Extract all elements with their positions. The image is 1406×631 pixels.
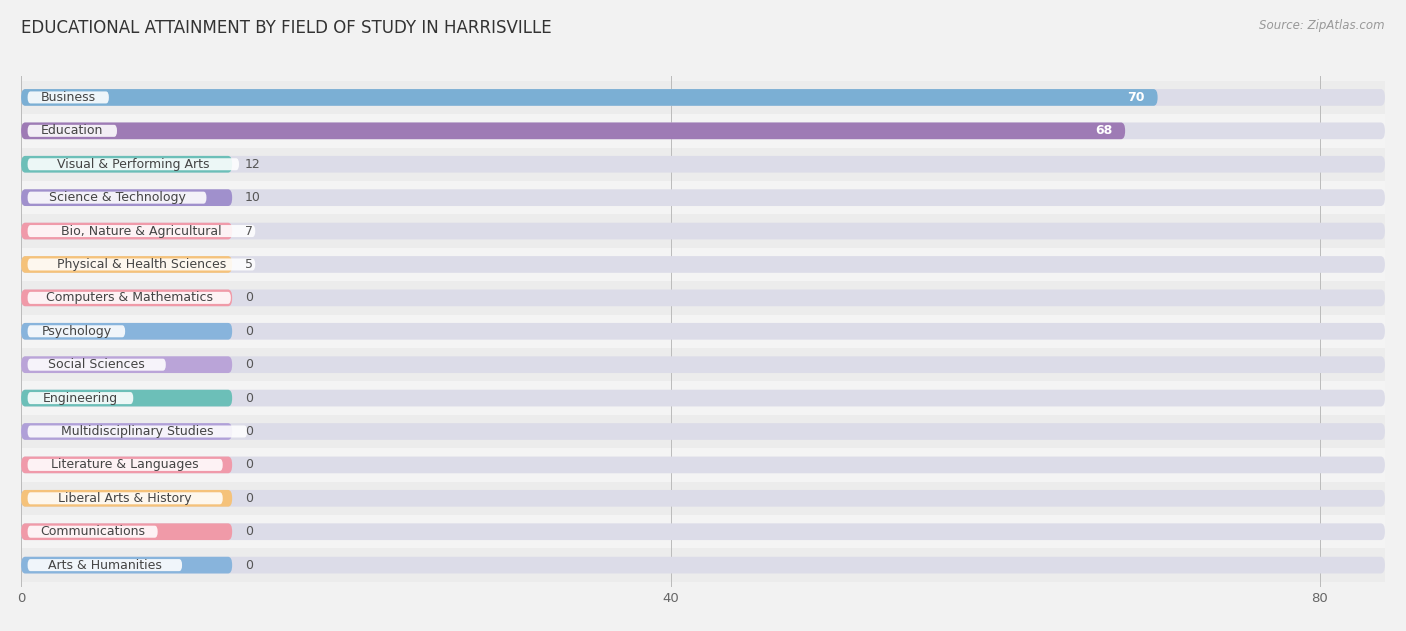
Text: Literature & Languages: Literature & Languages: [52, 458, 200, 471]
FancyBboxPatch shape: [28, 492, 222, 504]
Text: Source: ZipAtlas.com: Source: ZipAtlas.com: [1260, 19, 1385, 32]
FancyBboxPatch shape: [21, 357, 1385, 373]
Text: Communications: Communications: [41, 525, 145, 538]
Text: Engineering: Engineering: [42, 392, 118, 404]
FancyBboxPatch shape: [4, 248, 1402, 281]
FancyBboxPatch shape: [4, 281, 1402, 315]
FancyBboxPatch shape: [4, 148, 1402, 181]
Text: 0: 0: [245, 425, 253, 438]
Text: 68: 68: [1095, 124, 1112, 138]
Text: 0: 0: [245, 292, 253, 304]
Text: 10: 10: [245, 191, 262, 204]
Text: Psychology: Psychology: [41, 325, 111, 338]
FancyBboxPatch shape: [28, 392, 134, 404]
FancyBboxPatch shape: [28, 259, 256, 271]
FancyBboxPatch shape: [21, 156, 232, 173]
FancyBboxPatch shape: [21, 523, 1385, 540]
FancyBboxPatch shape: [21, 156, 1385, 173]
FancyBboxPatch shape: [4, 515, 1402, 548]
FancyBboxPatch shape: [4, 448, 1402, 481]
FancyBboxPatch shape: [21, 89, 1157, 106]
Text: 12: 12: [245, 158, 262, 171]
Text: 0: 0: [245, 458, 253, 471]
Text: 7: 7: [245, 225, 253, 237]
FancyBboxPatch shape: [21, 557, 1385, 574]
FancyBboxPatch shape: [4, 215, 1402, 248]
FancyBboxPatch shape: [28, 292, 231, 304]
FancyBboxPatch shape: [21, 290, 232, 306]
FancyBboxPatch shape: [28, 358, 166, 370]
FancyBboxPatch shape: [21, 223, 232, 239]
FancyBboxPatch shape: [21, 357, 232, 373]
FancyBboxPatch shape: [28, 559, 181, 571]
FancyBboxPatch shape: [28, 192, 207, 204]
Text: EDUCATIONAL ATTAINMENT BY FIELD OF STUDY IN HARRISVILLE: EDUCATIONAL ATTAINMENT BY FIELD OF STUDY…: [21, 19, 551, 37]
Text: 0: 0: [245, 492, 253, 505]
FancyBboxPatch shape: [21, 490, 1385, 507]
FancyBboxPatch shape: [4, 81, 1402, 114]
FancyBboxPatch shape: [21, 256, 1385, 273]
Text: 0: 0: [245, 325, 253, 338]
FancyBboxPatch shape: [21, 89, 1385, 106]
FancyBboxPatch shape: [21, 323, 232, 339]
FancyBboxPatch shape: [4, 548, 1402, 582]
FancyBboxPatch shape: [21, 523, 232, 540]
Text: Bio, Nature & Agricultural: Bio, Nature & Agricultural: [60, 225, 222, 237]
Text: Multidisciplinary Studies: Multidisciplinary Studies: [60, 425, 214, 438]
FancyBboxPatch shape: [4, 114, 1402, 148]
Text: Physical & Health Sciences: Physical & Health Sciences: [56, 258, 226, 271]
FancyBboxPatch shape: [21, 557, 232, 574]
Text: Visual & Performing Arts: Visual & Performing Arts: [58, 158, 209, 171]
FancyBboxPatch shape: [21, 490, 232, 507]
Text: Science & Technology: Science & Technology: [49, 191, 186, 204]
FancyBboxPatch shape: [21, 457, 232, 473]
Text: 70: 70: [1128, 91, 1144, 104]
Text: Social Sciences: Social Sciences: [48, 358, 145, 371]
FancyBboxPatch shape: [21, 256, 232, 273]
FancyBboxPatch shape: [28, 91, 108, 103]
FancyBboxPatch shape: [21, 457, 1385, 473]
FancyBboxPatch shape: [21, 122, 1385, 139]
Text: 0: 0: [245, 358, 253, 371]
FancyBboxPatch shape: [21, 290, 1385, 306]
Text: Business: Business: [41, 91, 96, 104]
FancyBboxPatch shape: [28, 526, 157, 538]
Text: 0: 0: [245, 392, 253, 404]
FancyBboxPatch shape: [4, 181, 1402, 215]
Text: Liberal Arts & History: Liberal Arts & History: [58, 492, 193, 505]
FancyBboxPatch shape: [21, 122, 1125, 139]
FancyBboxPatch shape: [28, 325, 125, 338]
Text: Education: Education: [41, 124, 104, 138]
FancyBboxPatch shape: [28, 459, 222, 471]
FancyBboxPatch shape: [28, 225, 256, 237]
FancyBboxPatch shape: [28, 125, 117, 137]
Text: 5: 5: [245, 258, 253, 271]
FancyBboxPatch shape: [21, 390, 1385, 406]
FancyBboxPatch shape: [28, 425, 247, 437]
FancyBboxPatch shape: [4, 381, 1402, 415]
FancyBboxPatch shape: [21, 423, 232, 440]
FancyBboxPatch shape: [21, 323, 1385, 339]
FancyBboxPatch shape: [4, 315, 1402, 348]
FancyBboxPatch shape: [28, 158, 239, 170]
FancyBboxPatch shape: [21, 390, 232, 406]
FancyBboxPatch shape: [21, 423, 1385, 440]
FancyBboxPatch shape: [4, 481, 1402, 515]
Text: 0: 0: [245, 558, 253, 572]
Text: 0: 0: [245, 525, 253, 538]
FancyBboxPatch shape: [4, 348, 1402, 381]
FancyBboxPatch shape: [21, 223, 1385, 239]
FancyBboxPatch shape: [4, 415, 1402, 448]
Text: Computers & Mathematics: Computers & Mathematics: [46, 292, 212, 304]
FancyBboxPatch shape: [21, 189, 232, 206]
FancyBboxPatch shape: [21, 189, 1385, 206]
Text: Arts & Humanities: Arts & Humanities: [48, 558, 162, 572]
